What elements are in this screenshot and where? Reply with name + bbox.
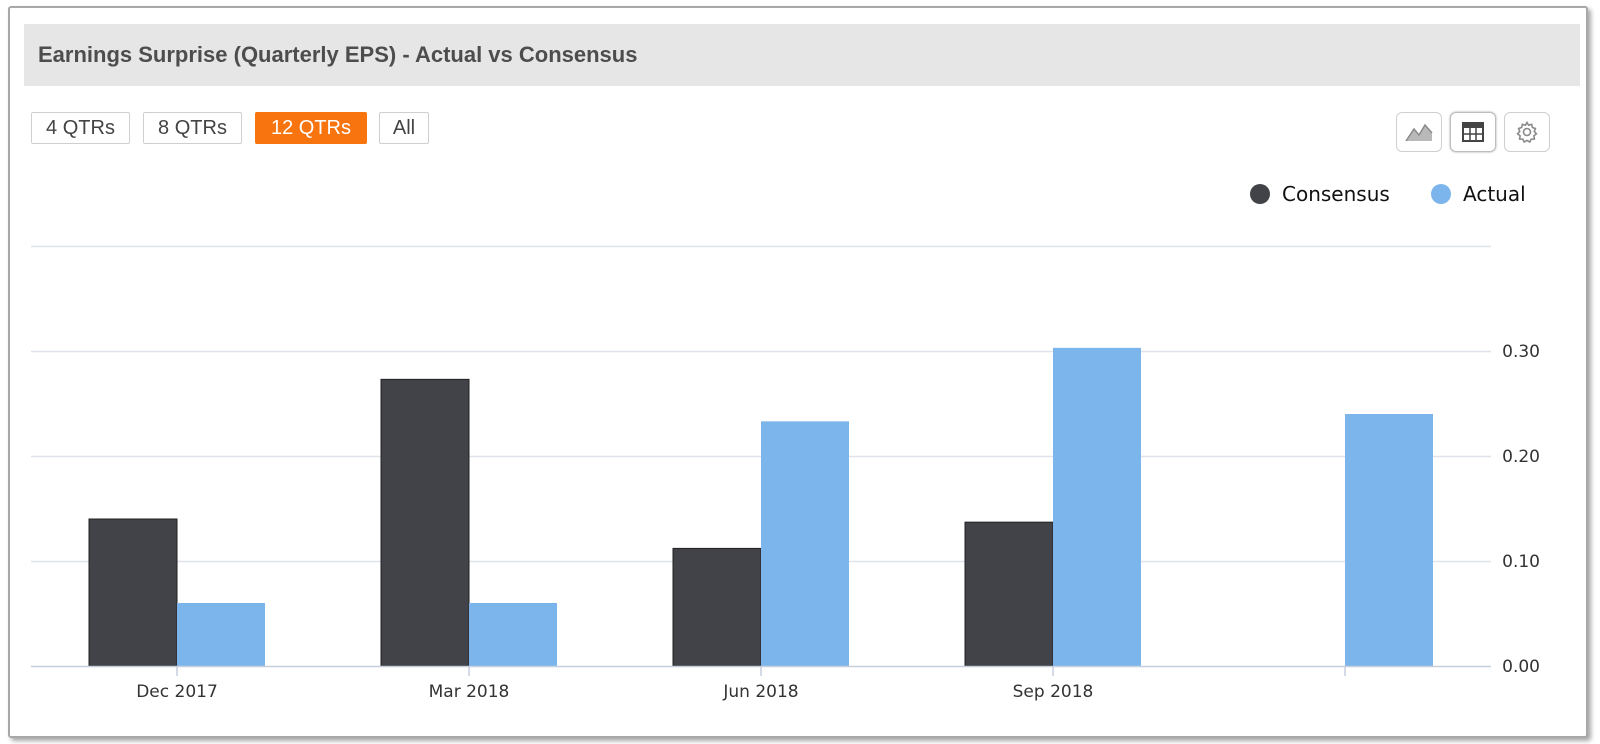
settings-button[interactable] [1504, 112, 1550, 152]
consensus-bar [672, 547, 762, 667]
y-tick-label: 0.20 [1502, 447, 1540, 467]
chart-view-button[interactable] [1396, 112, 1442, 152]
x-tick-label: Sep 2018 [1013, 682, 1094, 702]
range-8-qtrs-button[interactable]: 8 QTRs [143, 112, 242, 144]
range-12-qtrs-button[interactable]: 12 QTRs [255, 112, 367, 144]
page-title: Earnings Surprise (Quarterly EPS) - Actu… [38, 42, 638, 67]
actual-bar [1345, 414, 1433, 666]
legend-item-consensus[interactable]: Consensus [1250, 182, 1390, 206]
x-tick-label: Jun 2018 [722, 682, 798, 702]
panel-header: Earnings Surprise (Quarterly EPS) - Actu… [24, 24, 1580, 86]
actual-bar [1053, 347, 1141, 666]
gear-icon [1516, 120, 1538, 144]
actual-bar [469, 603, 557, 666]
legend-marker-consensus [1250, 184, 1270, 204]
legend-marker-actual [1431, 184, 1451, 204]
consensus-bar [380, 378, 470, 667]
legend-label-actual: Actual [1463, 182, 1526, 206]
actual-bar [761, 421, 849, 666]
area-chart-icon [1405, 123, 1433, 142]
x-tick-label: Dec 2017 [136, 682, 218, 702]
legend-item-actual[interactable]: Actual [1431, 182, 1526, 206]
actual-bar [177, 603, 265, 666]
table-icon [1462, 122, 1484, 142]
consensus-bar [88, 518, 178, 667]
consensus-bar [964, 521, 1054, 667]
y-tick-label: 0.10 [1502, 552, 1540, 572]
legend-label-consensus: Consensus [1282, 182, 1390, 206]
y-tick-label: 0.30 [1502, 342, 1540, 362]
range-4-qtrs-button[interactable]: 4 QTRs [31, 112, 130, 144]
range-all-button[interactable]: All [379, 112, 429, 144]
table-view-button[interactable] [1450, 112, 1496, 152]
x-tick-label: Mar 2018 [429, 682, 510, 702]
y-tick-label: 0.00 [1502, 657, 1540, 677]
